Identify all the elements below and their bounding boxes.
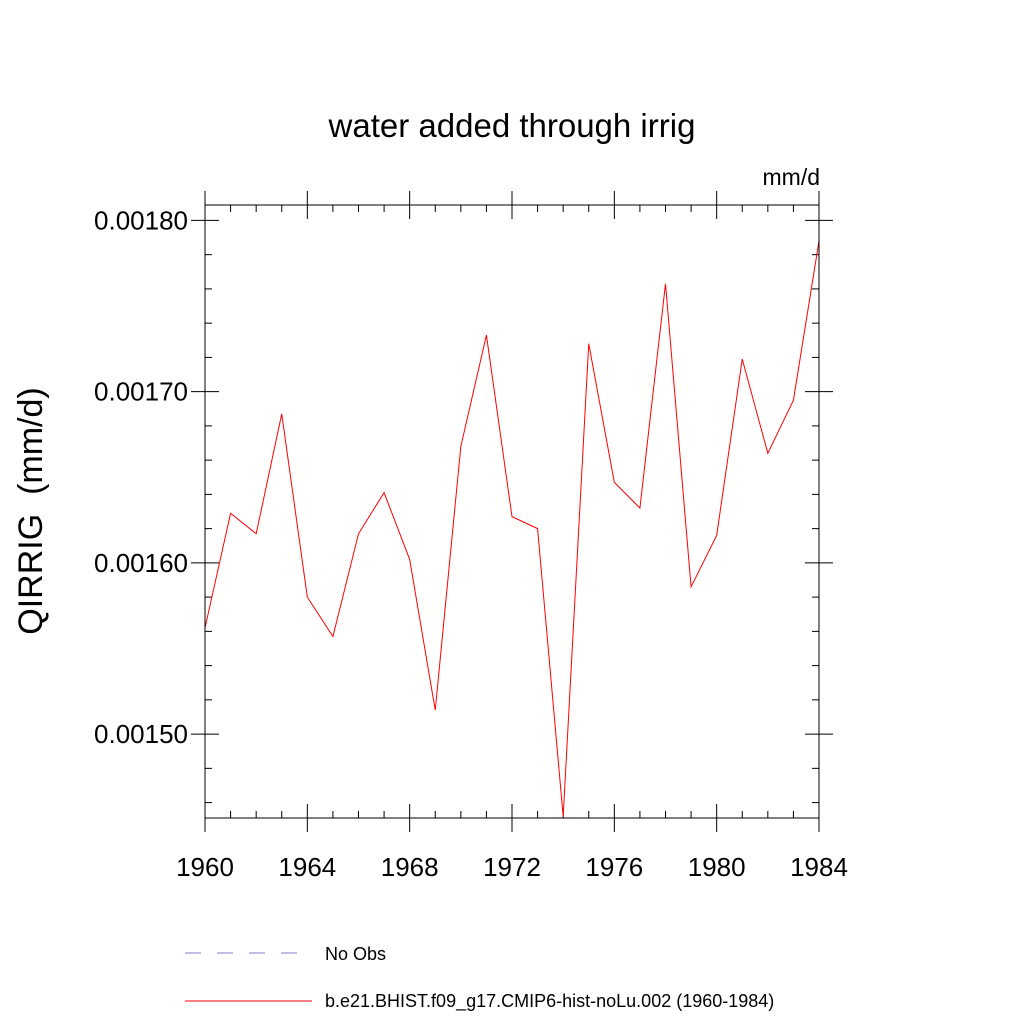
tick-labels: 0.00150 0.00160 0.00170 0.00180 1960 1964 1968… [94,205,848,882]
series-layer [204,240,820,817]
data-point [665,283,666,284]
data-point [512,516,513,517]
y-tick-label: 0.00150 [94,719,188,749]
data-point [614,482,615,483]
x-tick-label: 1976 [585,852,643,882]
y-tick-label: 0.00160 [94,548,188,578]
x-tick-label: 1972 [483,852,541,882]
data-point [537,528,538,529]
y-axis-label: QIRRIG (mm/d) [12,387,50,634]
x-tick-label: 1980 [688,852,746,882]
legend-label-no-obs: No Obs [325,944,386,964]
legend: No Obs b.e21.BHIST.f09_g17.CMIP6-hist-no… [185,944,774,1012]
major-ticks [191,191,833,832]
series-line [204,240,820,817]
data-point [716,535,717,536]
data-point [588,343,589,344]
data-point [486,335,487,336]
x-tick-label: 1964 [278,852,336,882]
data-point [435,710,436,711]
data-point [307,597,308,598]
data-point [691,586,692,587]
data-point [281,413,282,414]
y-tick-label: 0.00170 [94,377,188,407]
data-point [409,559,410,560]
data-point [358,533,359,534]
data-point [256,533,257,534]
x-tick-label: 1960 [176,852,234,882]
data-point [639,508,640,509]
plot-frame [204,204,820,819]
data-point [767,453,768,454]
minor-ticks [205,205,819,818]
data-point [742,359,743,360]
data-point [332,636,333,637]
data-point [793,400,794,401]
data-point [563,816,564,817]
data-point [230,513,231,514]
data-point [460,446,461,447]
legend-label-series: b.e21.BHIST.f09_g17.CMIP6-hist-noLu.002 … [325,991,774,1012]
x-tick-label: 1984 [790,852,848,882]
data-point [384,492,385,493]
y-tick-label: 0.00180 [94,205,188,235]
x-tick-label: 1968 [381,852,439,882]
units-label: mm/d [763,164,821,190]
chart-title: water added through irrig [328,107,696,144]
